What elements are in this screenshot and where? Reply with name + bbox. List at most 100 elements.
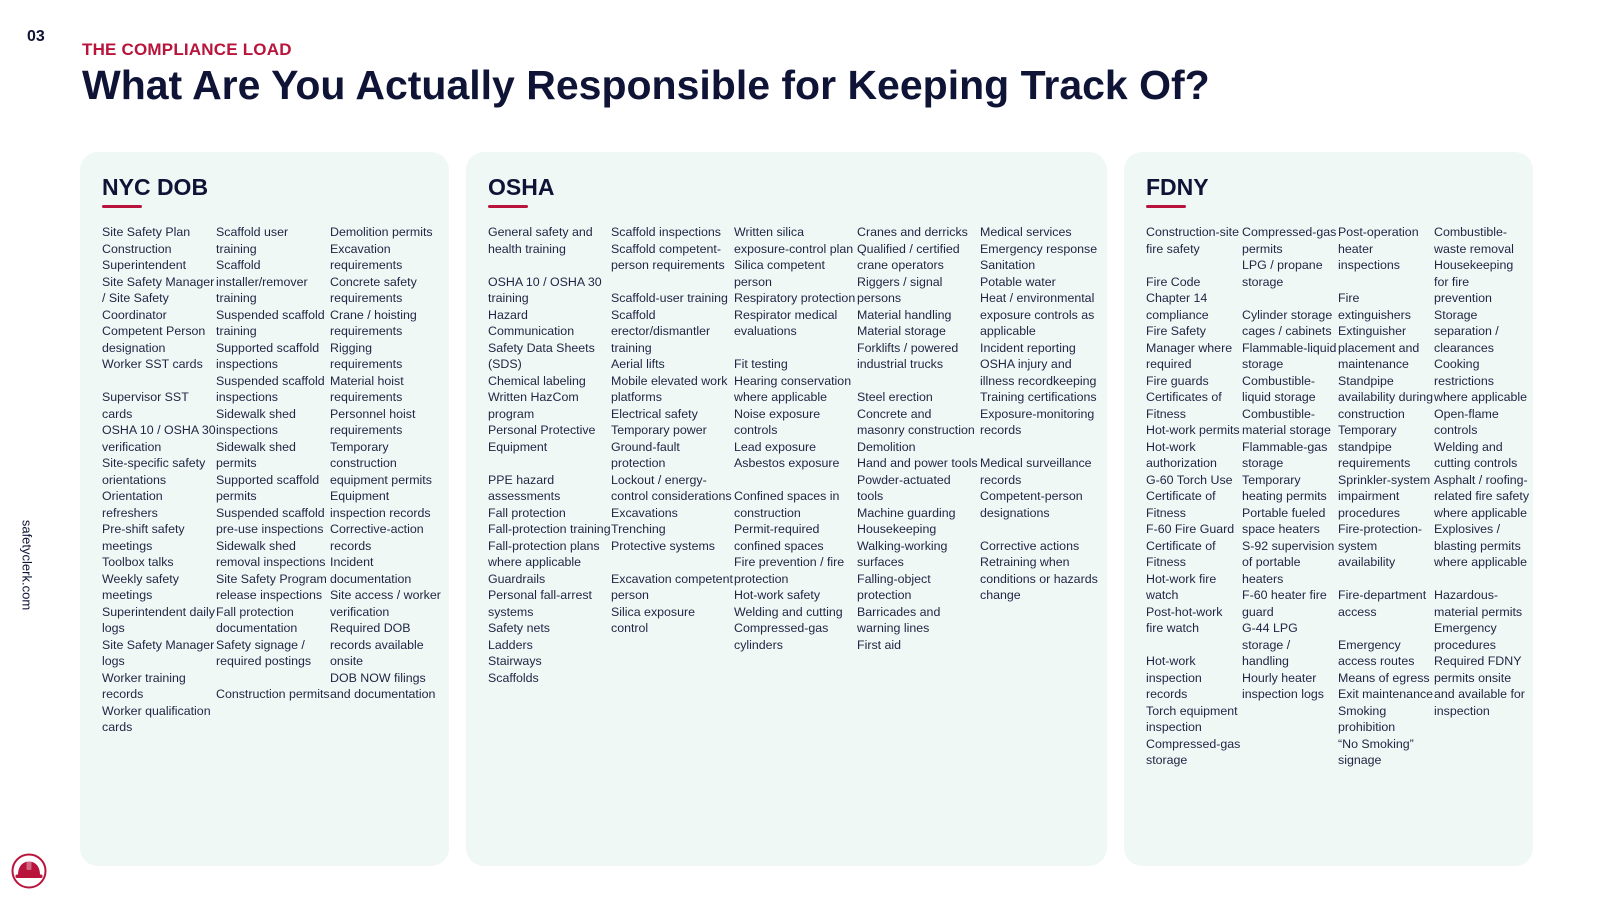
list-item: Construction permits [216,687,330,701]
list-column: Scaffold user training Scaffold installer… [216,224,330,736]
list-spacer [488,257,611,274]
page-title: What Are You Actually Responsible for Ke… [82,62,1210,108]
list-item: DOB NOW filings and documentation [330,670,436,702]
list-item: Excavation requirements [330,241,403,273]
card-title: FDNY [1146,174,1209,200]
list-item: Explosives / blasting permits where appl… [1434,522,1527,569]
list-item: Asbestos exposure [734,456,840,470]
list-item: Sidewalk shed inspections [216,406,296,438]
list-item: Post-operation heater inspections [1338,225,1419,272]
list-item: Site Safety Program release inspections [216,571,327,603]
list-item: Hot-work safety [734,588,821,602]
list-item: Construction-site fire safety [1146,225,1239,256]
list-column: Scaffold inspections Scaffold competent-p… [611,224,734,686]
list-item: Sprinkler-system impairment procedures [1338,472,1431,520]
list-item: Hot-work permits [1146,423,1240,437]
list-item: G-60 Torch Use [1146,472,1233,487]
list-item: Stairways [488,654,542,668]
list-item: Silica competent person [734,258,825,289]
list-item: Material handling [857,307,952,322]
list-item: Respiratory protection [734,291,856,305]
list-item: Medical surveillance records [980,456,1092,487]
list-item: Compressed-gas cylinders [734,621,829,652]
list-item: Fire Code Chapter 14 compliance [1146,274,1209,322]
list-item: Fall protection [488,505,566,520]
list-item: Combustible-material storage [1242,406,1331,438]
list-item: Suspended scaffold pre-use inspections [216,505,325,537]
list-item: Hearing conservation where applicable [734,373,852,405]
list-item: Scaffold installer/remover training [216,258,308,305]
list-spacer [1338,620,1434,637]
list-item: Temporary construction equipment permits [330,439,432,487]
list-item: Portable fueled space heaters [1242,505,1326,537]
list-item: Potable water [980,274,1056,289]
list-item: Required FDNY permits onsite and availab… [1434,654,1525,718]
list-spacer [216,670,330,687]
list-item: Fire-protection-system availability [1338,522,1423,569]
list-item: Electrical safety [611,406,698,421]
list-item: Housekeeping for fire prevention [1434,258,1514,305]
list-item: Retraining when conditions or hazards ch… [980,555,1098,602]
list-item: Mobile elevated work platforms [611,373,728,405]
list-item: Worker training records [102,670,186,702]
list-item: Material hoist requirements [330,373,404,405]
list-item: Certificate of Fitness [1146,538,1216,570]
list-spacer [1146,637,1242,654]
list-item: OSHA 10 / OSHA 30 verification [102,423,216,454]
list-item: Incident reporting [980,340,1076,355]
list-item: Barricades and warning lines [857,604,941,636]
card-nyc-dob: NYC DOB Site Safety Plan Construction Sup… [80,152,449,866]
list-item: Site Safety Manager / Site Safety Coordi… [102,274,215,322]
list-item: Weekly safety meetings [102,571,179,603]
hard-hat-icon [11,853,47,889]
card-columns: Construction-site fire safety Fire Code C… [1146,224,1530,769]
list-item: Scaffold user training [216,225,289,256]
list-item: Fire guards [1146,373,1209,388]
list-item: Concrete safety requirements [330,274,417,306]
list-spacer [1146,257,1242,274]
list-item: Temporary heating permits [1242,472,1327,504]
list-item: Written HazCom program [488,390,579,421]
list-item: Respirator medical evaluations [734,307,838,339]
list-item: Asphalt / roofing-related fire safety wh… [1434,472,1530,520]
list-item: Scaffold-user training [611,291,728,305]
list-item: First aid [857,637,902,652]
card-columns: General safety and health training OSHA 1… [488,224,1103,686]
list-item: Concrete and masonry construction [857,406,975,438]
list-item: Equipment inspection records [330,489,431,520]
list-item: OSHA 10 / OSHA 30 training [488,274,602,306]
list-item: Hazardous-material permits [1434,588,1523,619]
list-spacer [734,340,857,357]
card-osha: OSHA General safety and health training O… [466,152,1107,866]
list-item: Safety signage / required postings [216,637,312,669]
list-item: Fall protection documentation [216,604,298,636]
list-item: Storage separation / clearances [1434,307,1499,355]
side-url-text: safetyclerk.com [19,519,35,611]
list-spacer [980,521,1103,538]
list-item: Riggers / signal persons [857,274,943,306]
list-spacer [980,439,1103,456]
list-item: Emergency response [980,241,1098,256]
list-spacer [857,373,980,390]
list-item: Combustible-liquid storage [1242,373,1316,405]
list-item: Cranes and derricks [857,225,968,239]
list-item: Forklifts / powered industrial trucks [857,340,959,372]
list-spacer [1338,571,1434,588]
list-spacer [1242,290,1338,307]
list-item: Temporary standpipe requirements [1338,423,1411,470]
list-item: G-44 LPG storage / handling [1242,621,1298,668]
list-column: Demolition permits Excavation requirement… [330,224,444,736]
list-item: F-60 heater fire guard [1242,588,1327,619]
list-item: Corrective-action records [330,522,424,553]
side-url: safetyclerk.com [14,510,40,620]
list-item: Fire prevention / fire protection [734,555,845,586]
list-spacer [1434,571,1530,588]
list-column: General safety and health training OSHA 1… [488,224,611,686]
list-item: Welding and cutting controls [1434,439,1518,471]
list-item: Exit maintenance [1338,687,1434,701]
list-item: Post-hot-work fire watch [1146,604,1223,636]
list-item: Competent Person designation [102,324,206,355]
list-item: LPG / propane storage [1242,258,1323,289]
list-item: Guardrails [488,571,546,586]
list-item: Personal fall-arrest systems [488,588,592,619]
